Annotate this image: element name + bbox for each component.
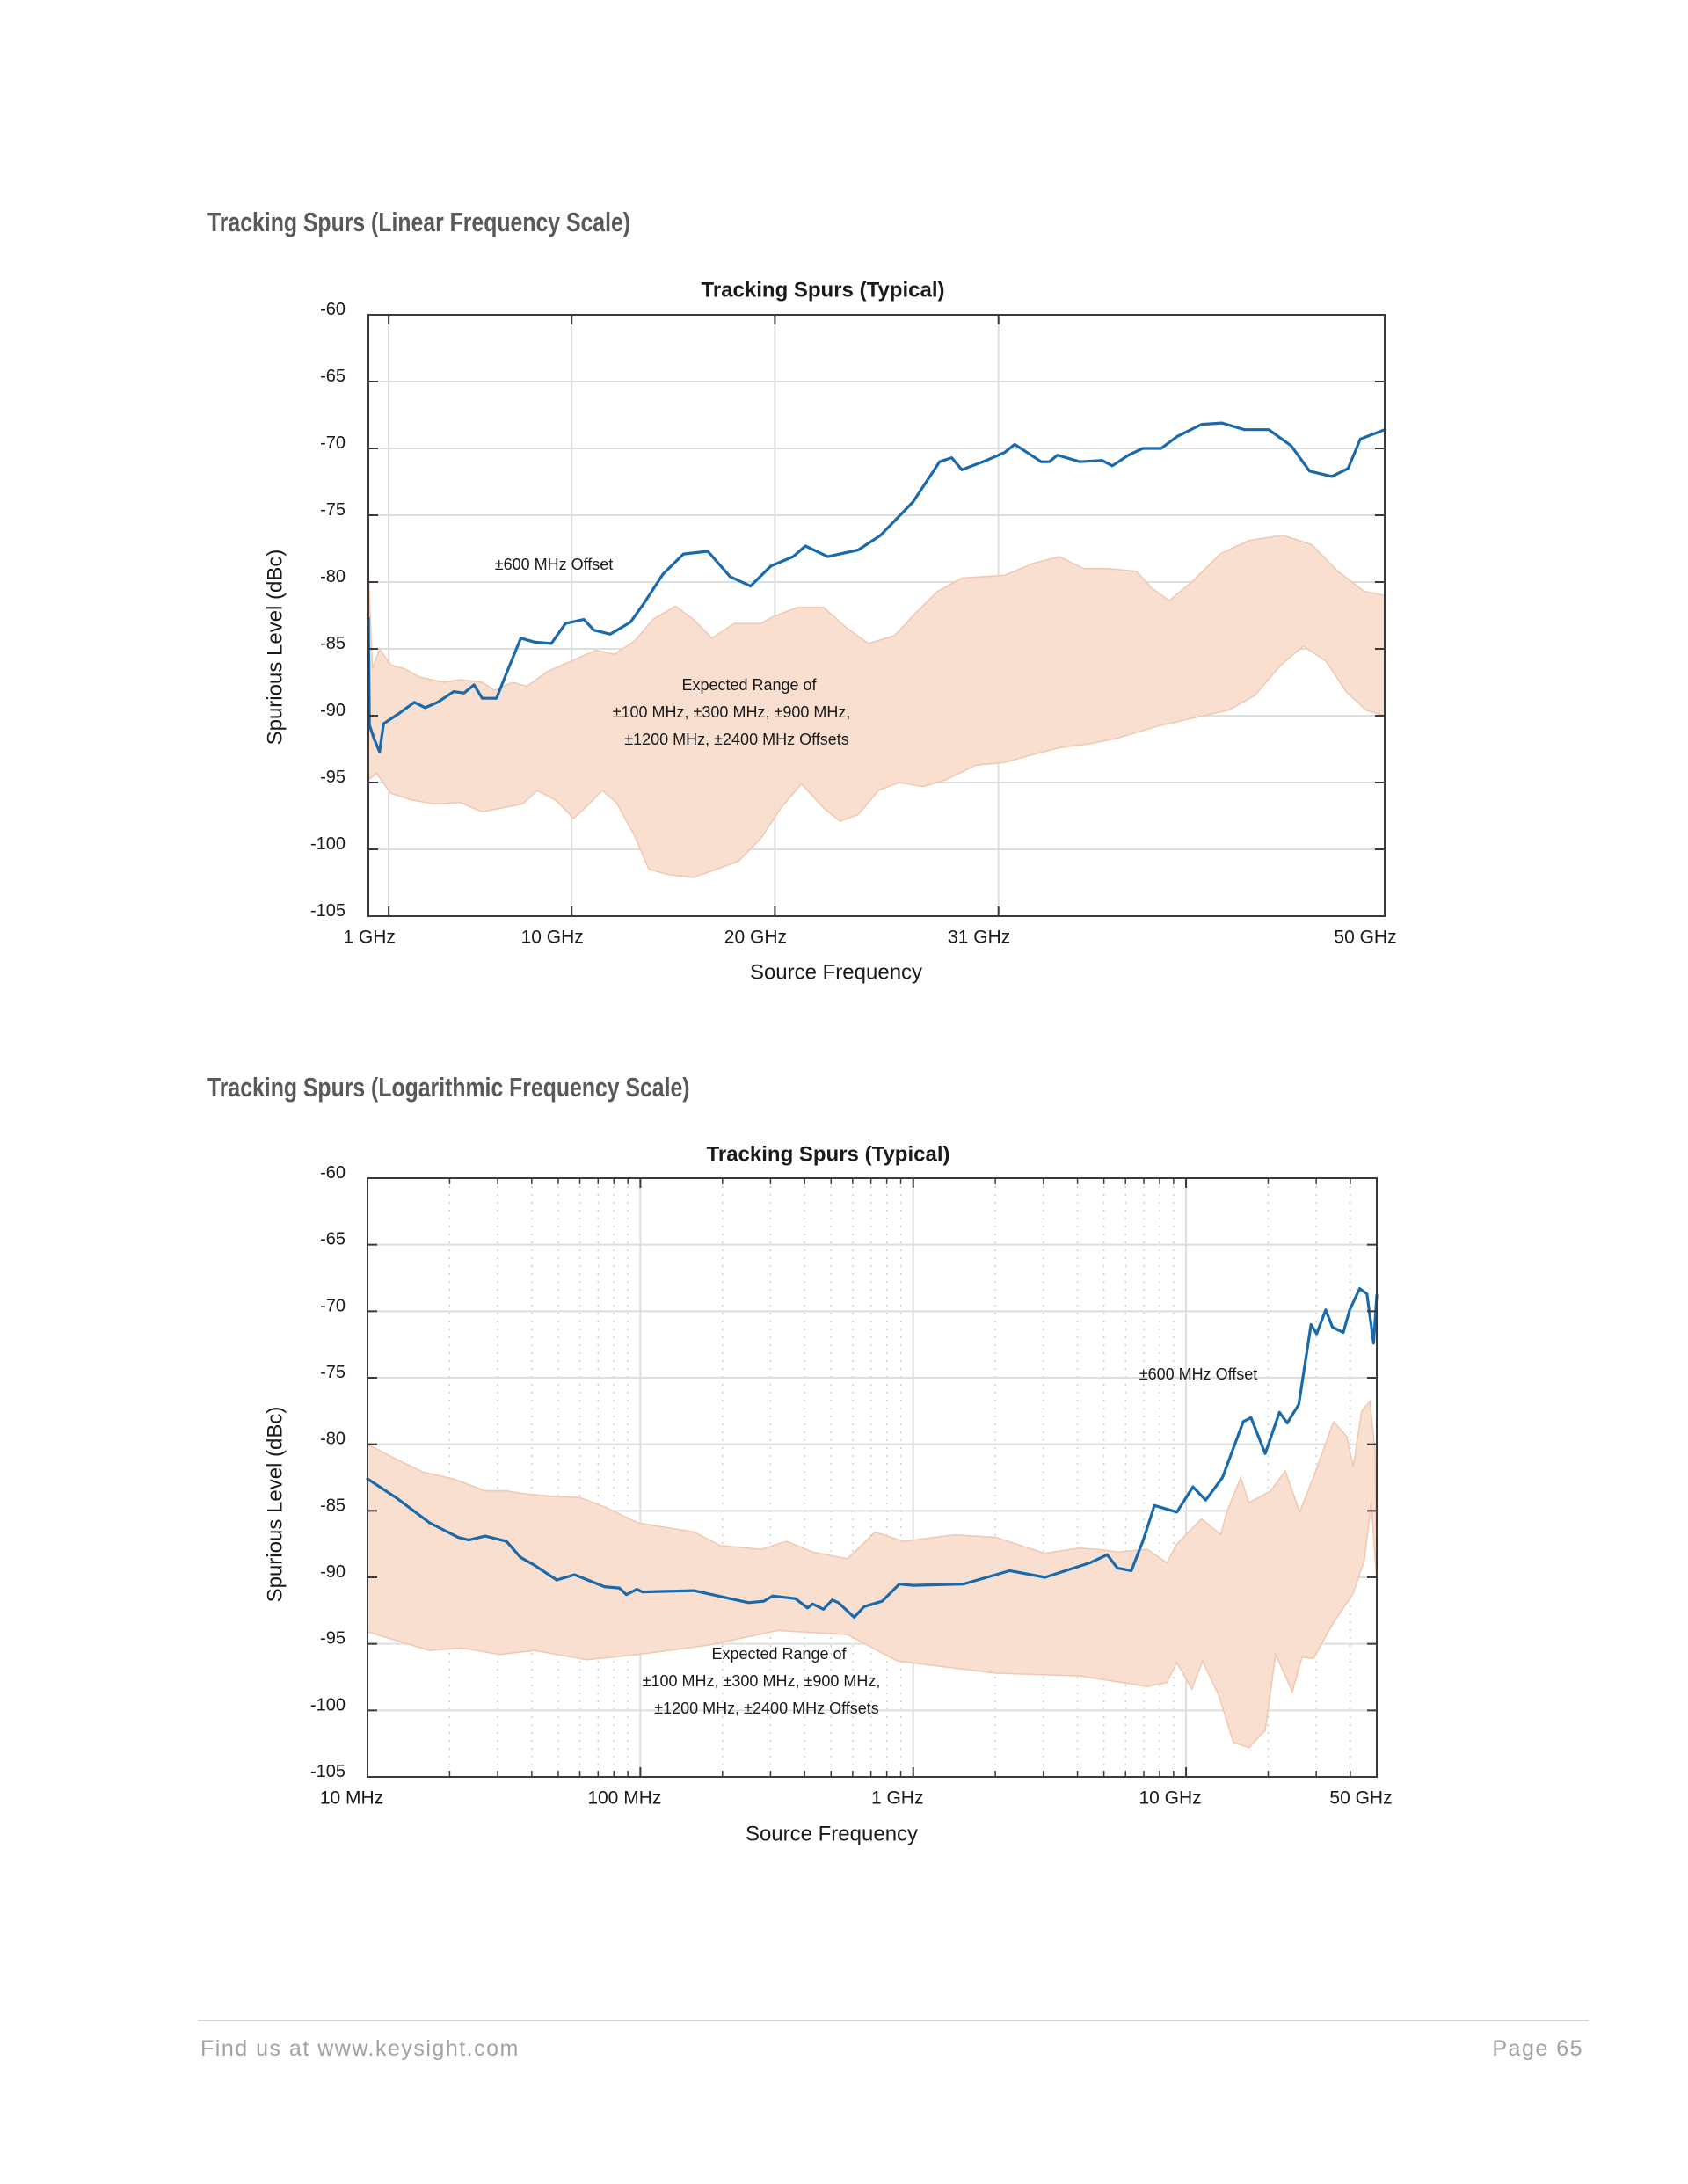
y-tick-label: -60: [320, 300, 346, 319]
expected-range-label: Expected Range of: [681, 676, 817, 694]
x-axis-label: Source Frequency: [750, 961, 922, 985]
y-tick-label: -100: [310, 1695, 346, 1714]
y-tick-label: -70: [320, 433, 346, 453]
section-heading-log: Tracking Spurs (Logarithmic Frequency Sc…: [207, 1072, 690, 1103]
y-tick-label: -90: [320, 701, 346, 720]
chart-title: Tracking Spurs (Typical): [707, 1143, 950, 1167]
x-tick-label: 10 MHz: [320, 1788, 383, 1809]
y-tick-label: -85: [320, 634, 346, 653]
y-tick-label: -65: [320, 1230, 346, 1249]
offset-600mhz-label: ±600 MHz Offset: [495, 556, 614, 573]
x-tick-label: 100 MHz: [587, 1788, 661, 1809]
y-tick-label: -85: [320, 1496, 346, 1515]
x-tick-label: 10 GHz: [1139, 1788, 1201, 1809]
expected-range-band: [367, 1400, 1378, 1749]
y-axis-label: Spurious Level (dBc): [264, 1407, 287, 1603]
y-tick-label: -65: [320, 367, 346, 386]
expected-range-label: ±100 MHz, ±300 MHz, ±900 MHz,: [613, 703, 851, 721]
expected-range-label: ±1200 MHz, ±2400 MHz Offsets: [654, 1700, 879, 1717]
offset-600mhz-label: ±600 MHz Offset: [1139, 1365, 1258, 1383]
y-tick-label: -100: [310, 834, 346, 854]
y-tick-label: -95: [320, 1629, 346, 1649]
x-tick-label: 50 GHz: [1329, 1788, 1392, 1809]
x-tick-label: 50 GHz: [1334, 928, 1396, 948]
footer-website: Find us at www.keysight.com: [200, 2036, 520, 2061]
x-tick-label: 20 GHz: [724, 928, 787, 948]
expected-range-label: Expected Range of: [711, 1645, 847, 1663]
chart-title: Tracking Spurs (Typical): [702, 279, 945, 302]
footer-divider: [198, 2020, 1589, 2021]
expected-range-label: ±100 MHz, ±300 MHz, ±900 MHz,: [643, 1672, 881, 1690]
y-tick-label: -60: [320, 1163, 346, 1183]
y-tick-label: -105: [310, 1762, 346, 1781]
plot-frame: [367, 1177, 1378, 1778]
x-tick-label: 10 GHz: [521, 928, 584, 948]
plot-area: [367, 1178, 1377, 1777]
log-frequency-chart: -60 -65 -70 -75 -80 -85 -90 -95 -100 -105 10 MHz 10…: [264, 1143, 1393, 1846]
y-tick-label: -80: [320, 1430, 346, 1449]
y-tick-label: -75: [320, 1363, 346, 1382]
charts-canvas: -60 -65 -70 -75 -80 -85 -90 -95 -100 -105 1 GHz 10 …: [264, 279, 1397, 1846]
x-tick-label: 1 GHz: [871, 1788, 924, 1809]
y-axis-label: Spurious Level (dBc): [264, 550, 287, 746]
offset-600mhz-line: [367, 421, 1386, 753]
x-axis-label: Source Frequency: [746, 1823, 918, 1846]
x-tick-label: 1 GHz: [343, 928, 396, 948]
section-heading-linear: Tracking Spurs (Linear Frequency Scale): [207, 207, 631, 237]
y-tick-label: -75: [320, 500, 346, 520]
y-tick-label: -90: [320, 1562, 346, 1582]
y-tick-label: -70: [320, 1296, 346, 1315]
footer-page-number: Page 65: [1492, 2036, 1583, 2061]
x-tick-label: 31 GHz: [948, 928, 1010, 948]
y-tick-label: -80: [320, 567, 346, 586]
y-tick-label: -95: [320, 768, 346, 787]
plot-frame: [367, 314, 1386, 917]
expected-range-label: ±1200 MHz, ±2400 MHz Offsets: [624, 731, 849, 748]
offset-600mhz-line: [366, 1286, 1379, 1620]
linear-frequency-chart: -60 -65 -70 -75 -80 -85 -90 -95 -100 -105 1 GHz 10 …: [264, 279, 1397, 985]
y-tick-label: -105: [310, 901, 346, 921]
